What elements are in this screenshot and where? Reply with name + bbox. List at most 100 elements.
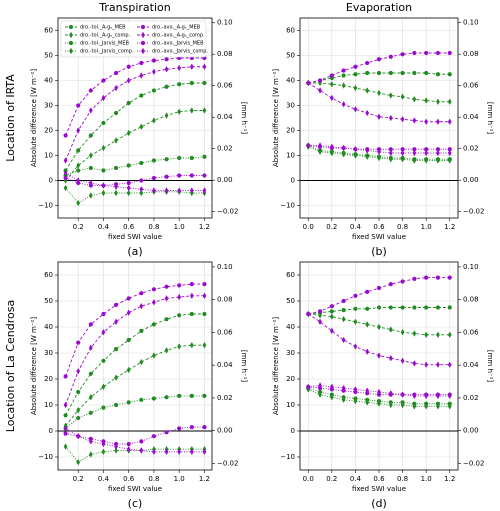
data-point [164,57,169,62]
data-point [400,279,405,284]
x-tick-label: 0.6 [123,475,135,483]
data-point [341,82,346,89]
data-point [152,298,156,306]
data-point [447,361,452,369]
y-tick-label: 20 [44,127,53,135]
data-point [139,189,144,197]
data-point [63,401,68,409]
data-point [164,317,169,322]
data-point [177,155,182,161]
data-point [126,163,131,168]
y-tick-label: 10 [44,152,53,160]
data-point [189,155,194,161]
data-point [353,293,358,298]
data-point [447,331,452,339]
x-tick-label: 1.2 [199,475,210,483]
data-point [388,389,393,397]
x-tick-label: 0.4 [350,223,362,231]
data-point [424,392,429,400]
data-point [400,401,405,409]
y2-tick-label: 0.04 [217,113,233,121]
legend-label: dro.-tol._A-gₛ_comp. [80,33,130,39]
data-point [101,168,106,173]
data-point [76,162,81,169]
data-point [63,133,68,138]
data-point [388,54,393,59]
data-point [341,384,346,392]
data-point [329,313,334,320]
data-point [377,154,381,162]
data-point [126,184,131,192]
data-point [376,70,382,76]
data-point [377,388,381,396]
y2-tick-label: 0.00 [463,427,479,435]
data-point [412,402,417,410]
y2-tick-label: 0.06 [463,82,479,90]
y-tick-label: 0 [291,427,295,435]
data-point [365,70,370,76]
y-tick-label: 20 [44,375,53,383]
data-point [400,147,405,152]
data-point [88,438,93,445]
panel-caption: (d) [371,497,387,510]
y-tick-label: 60 [286,271,295,279]
data-point [189,292,194,300]
y-tick-label: 60 [286,27,295,35]
data-point [306,79,311,87]
data-point [101,448,106,456]
data-point [202,187,207,194]
y2-tick-label: 0.04 [217,361,233,369]
data-point [388,70,393,76]
data-point [63,374,68,379]
y2-tick-label: 0.06 [217,328,233,336]
data-point [101,405,106,410]
y-axis-label: Absolute difference [W m⁻²] [30,317,38,415]
series-line [65,295,205,406]
data-point [126,309,131,317]
y-tick-label: 0 [49,427,53,435]
data-point [164,284,169,289]
data-point [177,108,182,116]
series-line [65,446,205,463]
column-title: Transpiration [98,1,170,14]
data-point [164,347,169,354]
x-tick-label: 0.4 [98,223,110,231]
y2-axis-label: [mm h⁻¹] [486,102,494,135]
data-point [164,295,169,302]
data-point [63,425,68,432]
data-point [88,192,93,199]
data-point [63,184,68,192]
data-point [318,391,322,398]
data-point [329,327,334,335]
data-point [88,133,93,138]
data-point [365,289,370,294]
data-point [76,432,81,440]
data-point [424,149,429,157]
data-point [424,275,429,280]
data-point [329,94,334,102]
data-point [365,399,370,406]
data-point [101,358,106,363]
data-point [365,60,370,66]
data-point [139,302,144,310]
data-point [177,187,182,194]
data-point [388,305,393,310]
data-point [436,98,440,106]
legend-marker [140,40,146,46]
data-point [376,285,382,291]
data-point [424,147,429,152]
legend-label: dro.-tol._Jarvis_MEB [80,41,130,47]
data-point [151,175,157,181]
data-point [353,72,358,77]
y-tick-label: 10 [286,152,295,160]
data-point [424,331,429,339]
data-point [151,88,157,93]
legend-marker [68,24,74,30]
series-line [65,82,205,171]
legend-label: dro.-avo._Jarvis_comp. [152,49,208,55]
data-point [139,72,144,79]
data-point [114,84,118,92]
data-point [164,187,169,194]
legend-marker [68,40,74,46]
